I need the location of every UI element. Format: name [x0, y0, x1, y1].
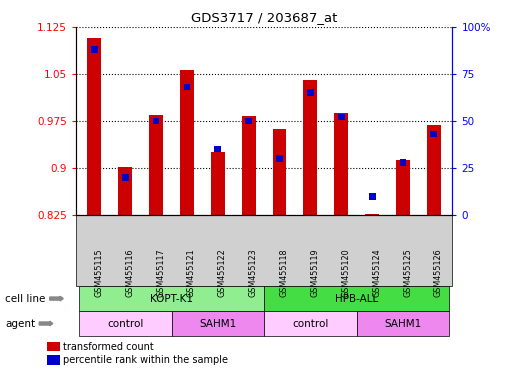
Bar: [334, 113, 348, 215]
Bar: [365, 214, 379, 215]
Bar: [369, 193, 376, 200]
Text: SAHM1: SAHM1: [384, 318, 422, 329]
Bar: [245, 118, 252, 124]
Text: cell line: cell line: [5, 293, 46, 304]
Bar: [307, 89, 314, 96]
Bar: [153, 118, 160, 124]
Bar: [118, 167, 132, 215]
Text: GSM455123: GSM455123: [248, 249, 258, 297]
Bar: [180, 70, 194, 215]
Bar: [272, 129, 287, 215]
Text: percentile rank within the sample: percentile rank within the sample: [63, 355, 228, 365]
Text: transformed count: transformed count: [63, 342, 154, 352]
Text: KOPT-K1: KOPT-K1: [150, 293, 193, 304]
Text: GSM455122: GSM455122: [218, 249, 227, 297]
Bar: [149, 115, 163, 215]
Text: control: control: [107, 318, 143, 329]
Bar: [211, 152, 225, 215]
Bar: [430, 131, 437, 137]
Bar: [427, 125, 441, 215]
Text: GSM455126: GSM455126: [434, 249, 443, 297]
Bar: [91, 46, 98, 53]
Text: agent: agent: [5, 318, 36, 329]
Text: control: control: [292, 318, 328, 329]
Bar: [400, 159, 406, 166]
Text: GSM455118: GSM455118: [280, 249, 289, 297]
Text: GSM455121: GSM455121: [187, 249, 196, 297]
Bar: [242, 116, 256, 215]
Text: GSM455124: GSM455124: [372, 249, 381, 297]
Text: SAHM1: SAHM1: [199, 318, 236, 329]
Text: HPB-ALL: HPB-ALL: [335, 293, 378, 304]
Bar: [396, 161, 410, 215]
Text: GSM455120: GSM455120: [342, 249, 350, 297]
Bar: [214, 146, 221, 152]
Bar: [338, 114, 345, 121]
Bar: [276, 155, 283, 162]
Title: GDS3717 / 203687_at: GDS3717 / 203687_at: [191, 11, 337, 24]
Bar: [122, 174, 129, 181]
Text: GSM455119: GSM455119: [311, 249, 320, 297]
Bar: [184, 84, 190, 90]
Text: GSM455116: GSM455116: [125, 249, 134, 297]
Text: GSM455125: GSM455125: [403, 249, 412, 297]
Text: GSM455117: GSM455117: [156, 249, 165, 297]
Bar: [87, 38, 101, 215]
Text: GSM455115: GSM455115: [94, 249, 104, 297]
Bar: [303, 80, 317, 215]
